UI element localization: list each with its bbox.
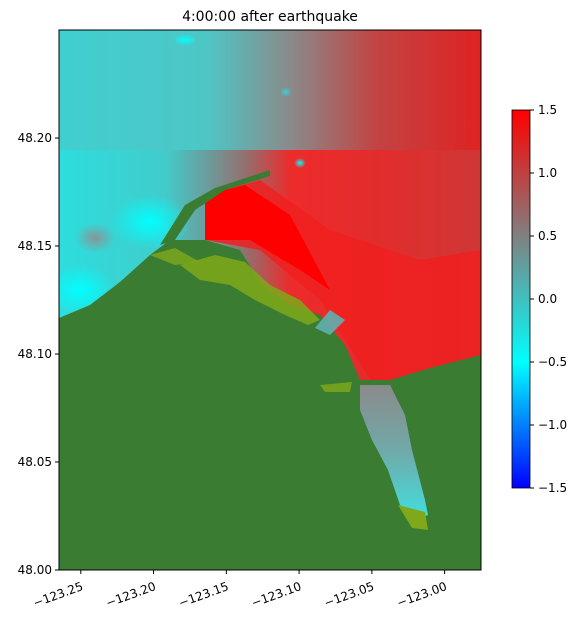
x-axis: −123.25 −123.20 −123.15 −123.10 −123.05 −123.…	[31, 570, 449, 610]
y-tick-label: 48.20	[18, 131, 52, 145]
colorbar-tick-label: 1.5	[538, 103, 557, 117]
colorbar: 1.5 1.0 0.5 0.0 −0.5 −1.0 −1.5	[511, 103, 567, 495]
x-tick-label: −123.20	[104, 579, 158, 610]
x-tick-label: −123.00	[395, 579, 449, 610]
y-tick-label: 48.10	[18, 347, 52, 361]
y-tick-label: 48.00	[18, 563, 52, 577]
y-axis: 48.00 48.05 48.10 48.15 48.20	[18, 131, 59, 577]
x-tick-label: −123.10	[250, 579, 304, 610]
y-tick-label: 48.05	[18, 455, 52, 469]
plot-frame	[58, 29, 482, 571]
colorbar-tick-label: −1.5	[538, 481, 567, 495]
chart-title: 4:00:00 after earthquake	[182, 9, 358, 25]
colorbar-tick-label: −0.5	[538, 355, 567, 369]
colorbar-ticks: 1.5 1.0 0.5 0.0 −0.5 −1.0 −1.5	[530, 103, 567, 495]
heatmap-image	[59, 30, 481, 570]
x-tick-label: −123.05	[322, 579, 376, 610]
x-tick-label: −123.15	[177, 579, 231, 610]
colorbar-tick-label: 0.0	[538, 292, 557, 306]
colorbar-tick-label: −1.0	[538, 418, 567, 432]
colorbar-gradient	[511, 109, 531, 489]
y-tick-label: 48.15	[18, 239, 52, 253]
x-tick-label: −123.25	[31, 579, 85, 610]
colorbar-tick-label: 0.5	[538, 229, 557, 243]
colorbar-tick-label: 1.0	[538, 166, 557, 180]
